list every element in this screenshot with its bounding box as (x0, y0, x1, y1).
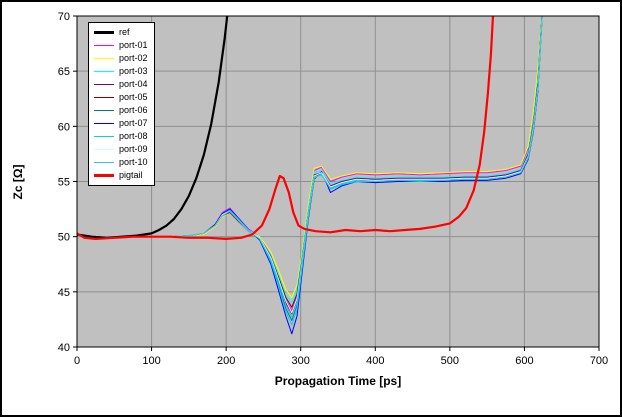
legend-label: port-03 (119, 66, 148, 76)
y-tick-label: 55 (58, 177, 70, 189)
plot-border (76, 15, 600, 348)
legend-line-swatch (94, 84, 114, 85)
legend-line-swatch (94, 174, 114, 177)
legend-line-swatch (94, 162, 114, 163)
legend-line-swatch (94, 71, 114, 72)
legend-label: port-09 (119, 144, 148, 154)
legend-item-port-03: port-03 (94, 65, 148, 78)
x-tick-label: 100 (142, 355, 160, 367)
series-port-10 (77, 16, 543, 318)
legend-line-swatch (94, 45, 114, 46)
legend-line-swatch (94, 149, 114, 150)
legend-item-port-09: port-09 (94, 143, 148, 156)
legend-item-port-01: port-01 (94, 39, 148, 52)
legend-item-port-07: port-07 (94, 117, 148, 130)
legend-item-port-06: port-06 (94, 104, 148, 117)
x-tick-label: 600 (515, 355, 533, 367)
x-tick-label: 500 (441, 355, 459, 367)
x-tick-label: 700 (590, 355, 608, 367)
x-tick-label: 0 (74, 355, 80, 367)
y-tick-label: 45 (58, 287, 70, 299)
legend-label: port-02 (119, 53, 148, 63)
legend-label: port-07 (119, 118, 148, 128)
legend-line-swatch (94, 58, 114, 59)
legend: ref port-01 port-02 port-03 port-04 port-05 po… (88, 22, 155, 186)
legend-item-port-05: port-05 (94, 91, 148, 104)
y-tick-label: 50 (58, 232, 70, 244)
legend-line-swatch (94, 97, 114, 98)
legend-item-port-04: port-04 (94, 78, 148, 91)
legend-label: port-06 (119, 105, 148, 115)
legend-label: port-10 (119, 157, 148, 167)
legend-item-pigtail: pigtail (94, 169, 148, 182)
legend-line-swatch (94, 123, 114, 124)
legend-label: port-04 (119, 79, 148, 89)
legend-item-port-08: port-08 (94, 130, 148, 143)
x-tick-label: 400 (366, 355, 384, 367)
series-pigtail (77, 16, 495, 240)
x-axis-title: Propagation Time [ps] (274, 374, 402, 388)
legend-label: port-05 (119, 92, 148, 102)
y-tick-label: 70 (58, 11, 70, 23)
legend-item-port-10: port-10 (94, 156, 148, 169)
legend-line-swatch (94, 136, 114, 137)
legend-line-swatch (94, 110, 114, 111)
legend-line-swatch (94, 31, 114, 34)
y-tick-label: 65 (58, 66, 70, 78)
legend-item-port-02: port-02 (94, 52, 148, 65)
legend-item-ref: ref (94, 26, 148, 39)
legend-label: port-01 (119, 40, 148, 50)
legend-label: port-08 (119, 131, 148, 141)
x-tick-label: 200 (217, 355, 235, 367)
legend-label: pigtail (119, 170, 143, 180)
y-tick-label: 60 (58, 121, 70, 133)
y-tick-label: 40 (58, 342, 70, 354)
x-tick-label: 300 (292, 355, 310, 367)
legend-label: ref (119, 27, 130, 37)
